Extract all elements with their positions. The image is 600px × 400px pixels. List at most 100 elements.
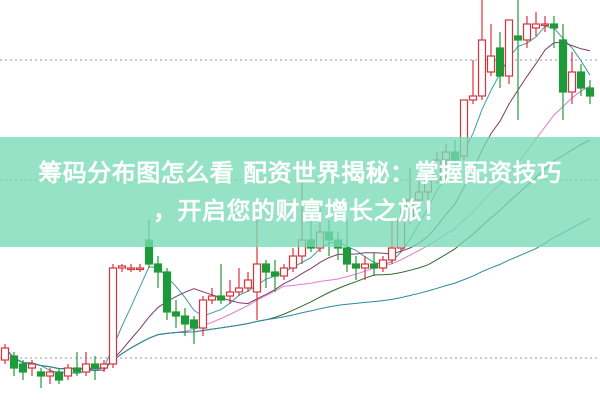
- candle: [558, 24, 568, 120]
- candle: [81, 352, 91, 376]
- candle-body: [36, 371, 46, 377]
- candle: [117, 264, 127, 272]
- candle: [63, 364, 73, 380]
- candle-body: [270, 271, 280, 277]
- candle-body: [153, 263, 163, 273]
- candle-body: [108, 267, 118, 365]
- candle-body: [126, 267, 136, 271]
- candle-body: [387, 247, 397, 261]
- candle: [486, 24, 496, 76]
- candle-body: [198, 299, 208, 329]
- candle-body: [540, 23, 550, 27]
- candle-body: [468, 95, 478, 101]
- candle-body: [90, 363, 100, 369]
- candle: [351, 256, 361, 280]
- candle-body: [360, 263, 370, 269]
- candle-body: [342, 247, 352, 265]
- candle-body: [504, 19, 514, 77]
- candle: [54, 368, 64, 384]
- candle-body: [234, 287, 244, 293]
- candle: [378, 256, 388, 272]
- candle-body: [189, 319, 199, 329]
- candle: [531, 12, 541, 36]
- candle: [585, 80, 595, 104]
- candle: [171, 300, 181, 328]
- candle-body: [495, 47, 505, 77]
- candle: [126, 264, 136, 272]
- candle-body: [81, 363, 91, 373]
- candle-body: [162, 271, 172, 313]
- candle: [522, 16, 532, 48]
- candle-body: [585, 87, 595, 97]
- candle-body: [531, 23, 541, 29]
- candle: [198, 296, 208, 336]
- candle-body: [99, 363, 109, 369]
- candle: [243, 272, 253, 292]
- candle: [189, 316, 199, 344]
- candle-body: [18, 363, 28, 373]
- candle: [0, 344, 10, 364]
- candle: [135, 264, 145, 272]
- candle: [108, 264, 118, 368]
- candle-body: [477, 39, 487, 97]
- title-line-2: ，开启您的财富增长之旅！: [153, 197, 447, 225]
- candle: [468, 60, 478, 104]
- title-banner: 筹码分布图怎么看 配资世界揭秘：掌握配资技巧 ，开启您的财富增长之旅！: [0, 137, 600, 247]
- candle-body: [0, 347, 10, 361]
- candle-body: [576, 71, 586, 89]
- candle: [216, 264, 226, 304]
- candle: [27, 360, 37, 376]
- candle: [90, 356, 100, 380]
- candle: [45, 368, 55, 384]
- candle-body: [180, 315, 190, 325]
- candle: [225, 280, 235, 304]
- candle: [369, 252, 379, 276]
- candle-body: [72, 367, 82, 373]
- ma10-line: [4, 41, 591, 371]
- candle-body: [171, 311, 181, 317]
- candle: [513, 0, 523, 120]
- candle-body: [486, 55, 496, 73]
- candle: [9, 352, 19, 376]
- candle-body: [522, 23, 532, 41]
- candle: [99, 360, 109, 372]
- candle: [162, 268, 172, 320]
- candle-body: [288, 255, 298, 269]
- candle-body: [252, 263, 262, 293]
- candle-body: [225, 291, 235, 297]
- candle: [540, 16, 550, 32]
- candle-body: [378, 259, 388, 269]
- candle: [477, 0, 487, 100]
- candle: [495, 32, 505, 88]
- candle-body: [261, 263, 271, 273]
- candle-body: [117, 265, 127, 269]
- candle: [504, 19, 514, 84]
- candle-body: [279, 267, 289, 277]
- candle-body: [567, 71, 577, 93]
- title-line-1: 筹码分布图怎么看 配资世界揭秘：掌握配资技巧: [38, 159, 562, 187]
- candle: [261, 260, 271, 288]
- candle: [36, 368, 46, 388]
- candle: [549, 16, 559, 48]
- candle-body: [369, 263, 379, 269]
- candle-body: [549, 23, 559, 29]
- candle: [567, 52, 577, 104]
- candle-body: [135, 267, 145, 271]
- candle-body: [243, 279, 253, 289]
- candle-body: [63, 367, 73, 377]
- candle-body: [45, 371, 55, 377]
- candle: [18, 360, 28, 380]
- candle-body: [351, 263, 361, 269]
- candle: [360, 256, 370, 280]
- candle-body: [513, 35, 523, 41]
- candle-body: [27, 363, 37, 369]
- candle: [180, 308, 190, 336]
- candle: [234, 268, 244, 296]
- candle: [72, 352, 82, 376]
- candle: [207, 288, 217, 304]
- candle: [279, 264, 289, 280]
- candle-body: [54, 371, 64, 381]
- candle: [576, 64, 586, 96]
- candle-body: [9, 355, 19, 369]
